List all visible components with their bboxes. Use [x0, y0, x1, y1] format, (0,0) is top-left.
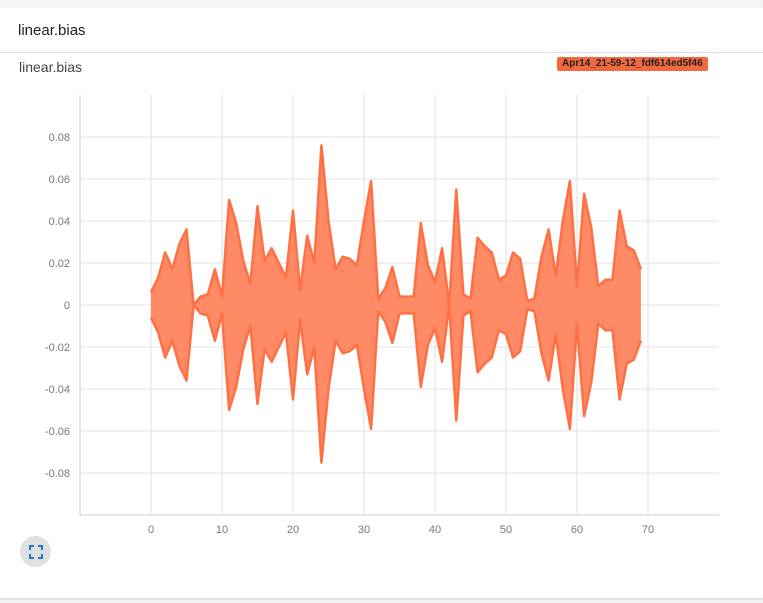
x-tick-label: 40: [429, 524, 441, 536]
y-tick-label: 0.02: [49, 258, 70, 270]
x-tick-label: 30: [358, 524, 370, 536]
y-tick-label: -0.08: [45, 468, 70, 480]
y-tick-label: -0.02: [45, 342, 70, 354]
y-tick-label: 0.06: [49, 174, 70, 186]
y-tick-label: -0.04: [45, 384, 70, 396]
series-band-area: [151, 145, 641, 463]
fullscreen-expand-icon: [28, 544, 43, 559]
y-tick-label: 0.08: [49, 132, 70, 144]
bottom-divider: [0, 598, 763, 599]
x-tick-label: 0: [148, 524, 154, 536]
x-tick-label: 20: [287, 524, 299, 536]
run-badge[interactable]: Apr14_21-59-12_fdf614ed5f46: [557, 57, 708, 71]
expand-button[interactable]: [20, 536, 51, 567]
y-tick-label: 0: [64, 300, 70, 312]
x-tick-label: 70: [642, 524, 654, 536]
y-tick-label: 0.04: [49, 216, 70, 228]
y-tick-label: -0.06: [45, 426, 70, 438]
card-header: linear.bias: [0, 8, 763, 53]
card-title: linear.bias: [18, 21, 86, 39]
chart-title: linear.bias: [19, 59, 83, 75]
x-tick-label: 10: [216, 524, 228, 536]
series-lower-line: [149, 303, 643, 464]
x-tick-label: 60: [571, 524, 583, 536]
x-tick-label: 50: [500, 524, 512, 536]
series-upper-line: [149, 144, 643, 307]
